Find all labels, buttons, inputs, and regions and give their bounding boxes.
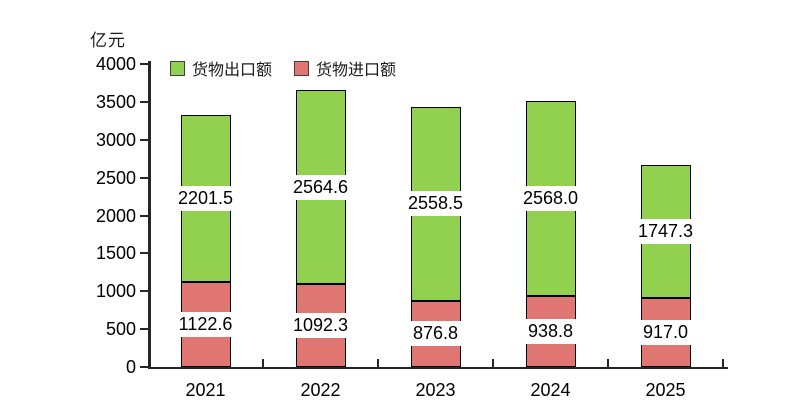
- x-tick-mark-icon: [722, 359, 724, 367]
- y-tick-label: 4000: [95, 54, 136, 74]
- y-tick-mark-icon: [140, 290, 148, 293]
- y-tick-mark-icon: [140, 176, 148, 179]
- y-tick-mark-icon: [140, 63, 148, 65]
- y-tick-mark-icon: [140, 328, 148, 331]
- legend-item-import: 货物进口额: [294, 56, 396, 80]
- x-tick-mark-icon: [262, 359, 264, 367]
- y-tick-mark-icon: [140, 100, 148, 103]
- y-tick-label: 0: [125, 357, 136, 377]
- bar-value-label-2023: 2558.5: [402, 191, 469, 217]
- x-axis-label-2021: 2021: [185, 380, 226, 400]
- x-axis-label-2024: 2024: [530, 380, 571, 400]
- y-tick-label: 1500: [95, 243, 136, 264]
- x-tick-mark-icon: [377, 359, 379, 367]
- y-tick-label: 3500: [95, 91, 136, 112]
- y-tick-label: 1000: [95, 281, 136, 302]
- bar-value-label-2022: 2564.6: [287, 174, 354, 200]
- x-axis-label-2023: 2023: [415, 380, 456, 400]
- import-legend-swatch-icon: [294, 60, 310, 76]
- legend-item-export: 货物出口额: [170, 56, 272, 80]
- x-axis-label-2022: 2022: [300, 380, 341, 400]
- y-axis-unit-label: 亿元: [90, 31, 126, 50]
- export-legend-swatch-icon: [170, 60, 185, 76]
- y-tick-mark-icon: [140, 366, 148, 368]
- y-axis-line: [148, 61, 151, 369]
- y-tick-label: 2000: [95, 205, 136, 226]
- bar-value-label-2022: 1092.3: [287, 313, 354, 339]
- import-legend-label: 货物进口额: [316, 62, 397, 79]
- bar-value-label-2025: 917.0: [632, 319, 699, 345]
- y-tick-mark-icon: [140, 252, 148, 255]
- x-axis-line: [148, 367, 728, 369]
- bar-value-label-2021: 1122.6: [172, 311, 239, 337]
- chart-legend: 货物出口额 货物进口额: [170, 56, 396, 80]
- bar-value-label-2023: 876.8: [402, 321, 469, 347]
- export-legend-label: 货物出口额: [192, 62, 273, 79]
- bar-value-label-2024: 2568.0: [517, 186, 584, 212]
- y-tick-label: 3000: [95, 129, 136, 150]
- bar-value-label-2024: 938.8: [517, 318, 584, 344]
- x-tick-mark-icon: [492, 359, 494, 367]
- y-tick-mark-icon: [140, 214, 148, 217]
- y-tick-mark-icon: [140, 138, 148, 141]
- bar-value-label-2025: 1747.3: [632, 218, 699, 244]
- y-tick-label: 2500: [95, 167, 136, 188]
- x-axis-label-2025: 2025: [645, 380, 686, 400]
- bar-value-label-2021: 2201.5: [172, 186, 239, 212]
- y-tick-label: 500: [105, 319, 136, 340]
- x-tick-mark-icon: [607, 359, 609, 367]
